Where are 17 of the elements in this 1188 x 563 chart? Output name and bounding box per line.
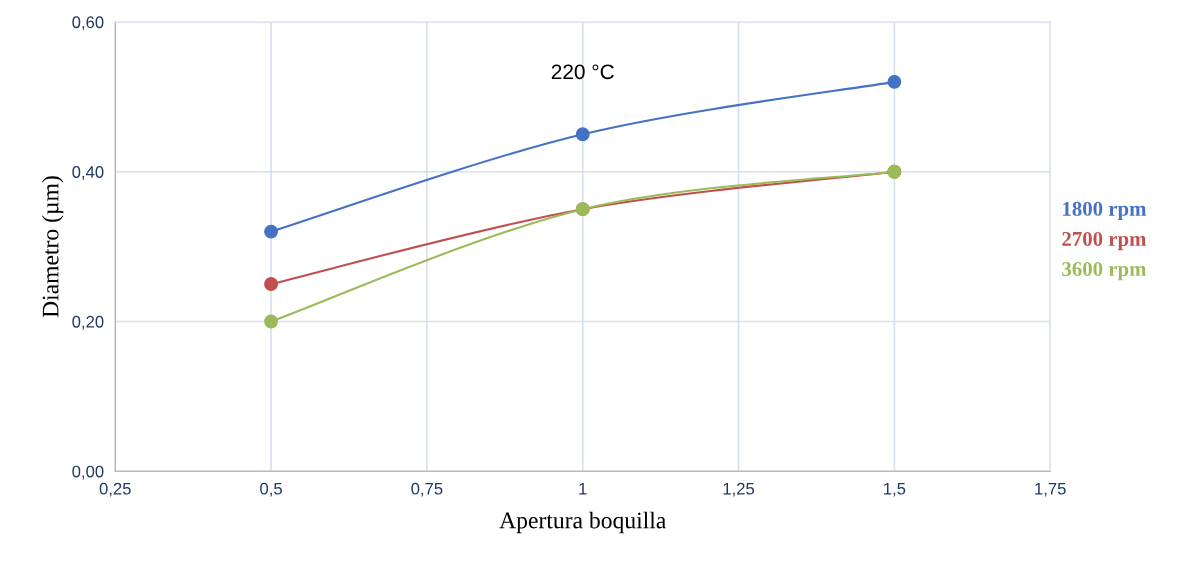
x-tick-label: 1,25: [723, 482, 755, 497]
x-tick-label: 0,5: [260, 482, 282, 497]
x-tick-label: 0,25: [99, 482, 131, 497]
y-tick-label: 0,20: [72, 315, 104, 330]
y-tick-label: 0,40: [72, 166, 104, 180]
y-axis-title: Diametro (µm): [41, 176, 64, 318]
x-tick-label: 0,75: [411, 482, 443, 497]
text: 1800 rpm: [1063, 201, 1147, 221]
annotation: 220 °C: [551, 64, 614, 80]
text: 2700 rpm: [1062, 231, 1147, 251]
x-tick-label: 1,5: [884, 482, 906, 497]
y-tick-label: 0,60: [72, 16, 104, 31]
x-tick-label: 1: [579, 482, 587, 495]
x-tick-label: 1,75: [1035, 482, 1066, 497]
x-axis-title: Apertura boquilla: [499, 511, 666, 534]
y-tick-label: 0,00: [72, 465, 104, 480]
text: 3600 rpm: [1062, 262, 1147, 281]
